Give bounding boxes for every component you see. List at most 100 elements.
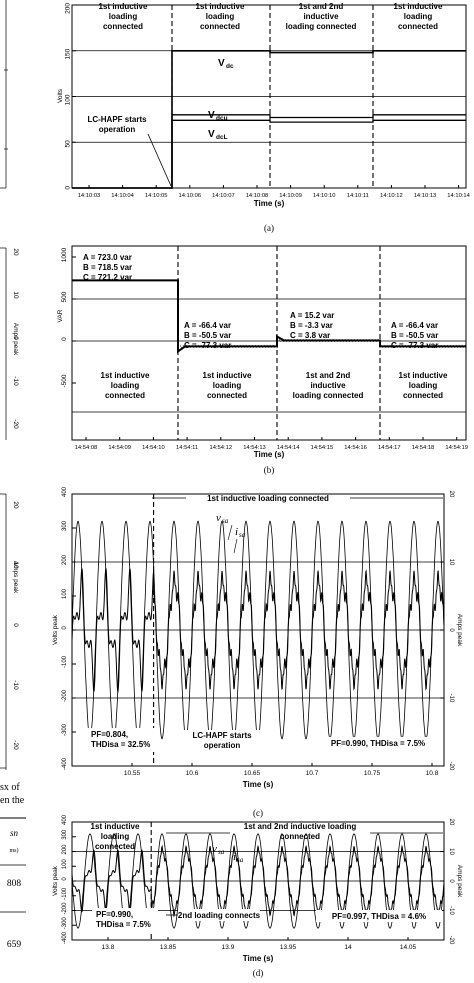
chart-b-noise — [338, 338, 341, 343]
chart-d-rtick-label: 10 — [448, 848, 454, 855]
chart-b-noise — [221, 344, 224, 348]
chart-b-noise — [434, 344, 437, 348]
chart-b-noise — [209, 344, 212, 348]
chart-a-ytick-label: 100 — [65, 94, 72, 105]
left-fragment-b-tick-label: -20 — [12, 419, 19, 429]
chart-b-annotation-1-2: B = 718.5 var — [83, 263, 132, 272]
chart-b-noise — [314, 338, 317, 343]
chart-b-noise — [185, 344, 188, 348]
chart-b-xtick-label: 14:54:18 — [412, 445, 435, 451]
chart-d-rtick-label: 20 — [448, 819, 454, 826]
chart-b-noise — [269, 344, 272, 348]
chart-b-noise — [188, 344, 191, 348]
chart-c-ytick-label: 100 — [62, 588, 68, 599]
chart-d-region-label-1-2: loading — [101, 832, 130, 841]
chart-b-noise — [308, 338, 311, 343]
chart-d-series-isa — [71, 844, 445, 918]
chart-d-annotation-bg-2 — [178, 909, 260, 921]
left-fragment-b-amps-label: Amps peak — [12, 323, 19, 356]
chart-b-xtick-label: 14:54:09 — [108, 445, 131, 451]
chart-b-noise — [326, 338, 329, 343]
chart-b-noise — [404, 344, 407, 348]
left-fragment-b-tick-label: 20 — [12, 248, 19, 256]
chart-b-noise — [383, 344, 386, 348]
chart-c-rtick-label: -10 — [448, 694, 454, 703]
chart-b-noise — [419, 344, 422, 348]
chart-b-noise — [416, 344, 419, 348]
chart-d-label-isa-sub: sa — [237, 856, 244, 864]
chart-b-xtick-label: 14:54:14 — [277, 445, 300, 451]
chart-d-xtick-label: 13.9 — [222, 944, 235, 951]
chart-d-right-label: Amps peak — [456, 865, 463, 898]
chart-b-noise — [407, 344, 410, 348]
chart-c-xtick-label: 10.65 — [244, 770, 261, 777]
chart-b-annotation-2-2: B = -50.5 var — [184, 331, 231, 340]
chart-c-ylabel: Volts peak — [52, 614, 59, 645]
chart-a-series-label-vdcu-sub: dcu — [216, 115, 228, 122]
chart-b-region-label-1-2: loading — [111, 381, 140, 390]
chart-c-right-label: Amps peak — [456, 614, 463, 647]
chart-b-noise — [428, 344, 431, 348]
chart-a-region-label-3-2: inductive — [303, 12, 339, 21]
chart-b-noise — [392, 344, 395, 348]
chart-b-noise — [398, 344, 401, 348]
chart-b-noise — [182, 344, 185, 348]
chart-b-noise — [263, 344, 266, 348]
chart-b-noise — [215, 344, 218, 348]
chart-d-ytick-label: 400 — [62, 814, 68, 825]
chart-d-region-label-2-1: 1st and 2nd inductive loading — [244, 822, 357, 831]
chart-b-region-label-3-1: 1st and 2nd — [306, 371, 351, 380]
chart-b-noise — [377, 338, 380, 343]
chart-a-xtick-label: 14:10:04 — [111, 193, 134, 199]
chart-b-annotation-2-3: C = -77.3 var — [184, 341, 231, 350]
chart-b-noise — [380, 344, 383, 348]
chart-b-noise — [332, 338, 335, 343]
chart-b-caption: (b) — [264, 465, 275, 475]
chart-c-annotation-3: PF=0.990, THDisa = 7.5% — [331, 739, 425, 748]
chart-d-region-label-1-1: 1st inductive — [91, 822, 140, 831]
chart-c-xlabel: Time (s) — [243, 780, 274, 789]
chart-b-noise — [425, 344, 428, 348]
chart-c-annotation-1-1: PF=0.804, — [91, 730, 128, 739]
chart-d-rtick-label: 0 — [448, 879, 454, 883]
chart-b-noise — [446, 344, 449, 348]
chart-c-caption: (c) — [253, 808, 263, 818]
chart-b-ytick-label: 0 — [61, 337, 68, 341]
chart-d-annotation-bg-1 — [92, 908, 158, 932]
left-fragment-table-value-1: 808 — [7, 879, 22, 889]
chart-d-ytick-label: 0 — [62, 877, 68, 881]
chart-b-noise — [356, 338, 359, 343]
chart-b-noise — [278, 338, 281, 343]
chart-b-region-label-3-3: loading connected — [293, 391, 364, 400]
chart-b-noise — [248, 344, 251, 348]
chart-a-xtick-label: 14:10:13 — [414, 193, 437, 199]
chart-c-rtick-label: 0 — [448, 628, 454, 632]
chart-b-frame — [71, 245, 467, 441]
chart-b-noise — [458, 344, 461, 348]
chart-a-region-label-1-3: connected — [103, 22, 143, 31]
chart-b-noise — [200, 344, 203, 348]
chart-b-noise — [254, 344, 257, 348]
chart-b-noise — [371, 338, 374, 343]
chart-c-annotation-bg-3 — [314, 737, 442, 749]
chart-c-ytick-label: 400 — [62, 486, 68, 497]
chart-a-series-label-vdcl: V — [208, 129, 215, 140]
chart-b-xtick-label: 14:54:12 — [210, 445, 233, 451]
chart-c-series-isa — [71, 567, 445, 693]
chart-b-noise — [197, 344, 200, 348]
chart-a-ytick-label: 200 — [65, 3, 72, 14]
chart-c-xtick-label: 10.75 — [364, 770, 381, 777]
chart-b-region-label-2-3: connected — [207, 391, 247, 400]
chart-b-noise — [230, 344, 233, 348]
left-fragment-b-tick-label: 0 — [12, 336, 19, 340]
chart-b-noise — [329, 338, 332, 343]
chart-b-noise — [395, 344, 398, 348]
chart-c-xtick-label: 10.7 — [306, 770, 319, 777]
chart-c-rtick-label: -20 — [448, 762, 454, 771]
chart-c-label-isa-sub: sa — [239, 531, 246, 539]
chart-a-ytick-label: 150 — [65, 48, 72, 59]
chart-d-annotation-1-2: THDisa = 7.5% — [96, 920, 151, 929]
chart-b-region-label-1-1: 1st inductive — [101, 371, 150, 380]
chart-b-noise — [266, 344, 269, 348]
chart-a-xtick-label: 14:10:07 — [212, 193, 235, 199]
